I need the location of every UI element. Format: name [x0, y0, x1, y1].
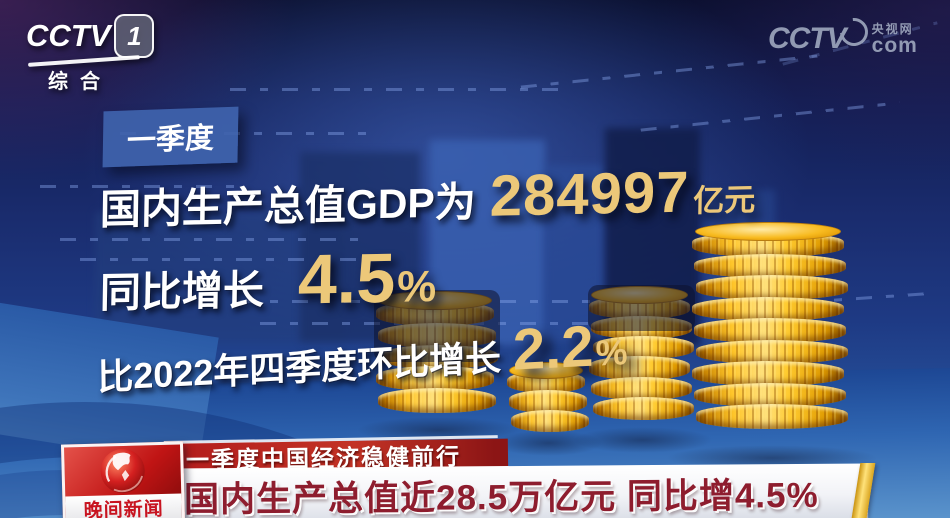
gdp-label: 国内生产总值GDP为 — [99, 178, 477, 233]
channel-bug-name: 综合 — [48, 71, 112, 93]
coin — [692, 221, 844, 257]
coin — [696, 275, 848, 300]
coin — [694, 382, 846, 408]
yoy-label: 同比增长 — [99, 267, 265, 316]
banner-headline-text: 国内生产总值近28.5万亿元 同比增4.5% — [183, 475, 819, 518]
coin — [692, 361, 844, 386]
backdrop-ticker-row — [40, 185, 240, 188]
period-badge: 一季度 — [102, 106, 239, 168]
backdrop-ticker-row — [120, 132, 380, 135]
coin — [696, 339, 848, 365]
coin — [591, 376, 692, 400]
gdp-value: 284997 — [489, 159, 690, 229]
yoy-unit: % — [396, 262, 437, 312]
coin — [507, 361, 585, 394]
coin — [378, 388, 496, 413]
channel-bug: CCTV 1 综合 — [26, 14, 155, 94]
backdrop-ticker-row — [80, 258, 360, 261]
channel-number-badge: 1 — [114, 14, 155, 58]
coin — [593, 396, 694, 420]
banner-headline-strip: 国内生产总值近28.5万亿元 同比增4.5% — [167, 463, 869, 518]
channel-bug-network: CCTV — [26, 18, 111, 53]
coin-stack — [657, 221, 886, 472]
coin-stack — [349, 290, 527, 444]
program-logo-box: 晚间新闻 — [60, 441, 186, 518]
yoy-line: 同比增长 4.5 % — [99, 237, 437, 323]
qoq-unit: % — [595, 331, 628, 374]
backdrop-ticker-row — [230, 88, 560, 91]
cctv-com-watermark: CCTV 央视网 com — [768, 12, 918, 57]
watermark-site-name: 央视网 — [871, 21, 914, 36]
coin-stack-shadow-overlay — [587, 285, 696, 331]
coin — [694, 253, 846, 279]
coin — [376, 366, 494, 392]
backdrop-ticker-row — [60, 238, 370, 241]
coin-stack — [490, 361, 608, 457]
program-name: 晚间新闻 — [65, 493, 182, 518]
coin — [692, 296, 844, 322]
coin — [696, 404, 848, 429]
coin — [509, 390, 587, 413]
coin — [694, 318, 846, 343]
gdp-unit: 亿元 — [692, 182, 756, 219]
coin — [593, 336, 694, 360]
qoq-value: 2.2 — [512, 313, 594, 383]
coin — [589, 356, 690, 380]
watermark-domain: com — [871, 33, 918, 57]
yoy-value: 4.5 — [297, 238, 396, 319]
globe-icon — [64, 444, 181, 496]
gdp-line: 国内生产总值GDP为 284997 亿元 — [100, 157, 756, 238]
watermark-network: CCTV — [768, 22, 847, 55]
coin-stack-shadow-overlay — [374, 290, 500, 362]
